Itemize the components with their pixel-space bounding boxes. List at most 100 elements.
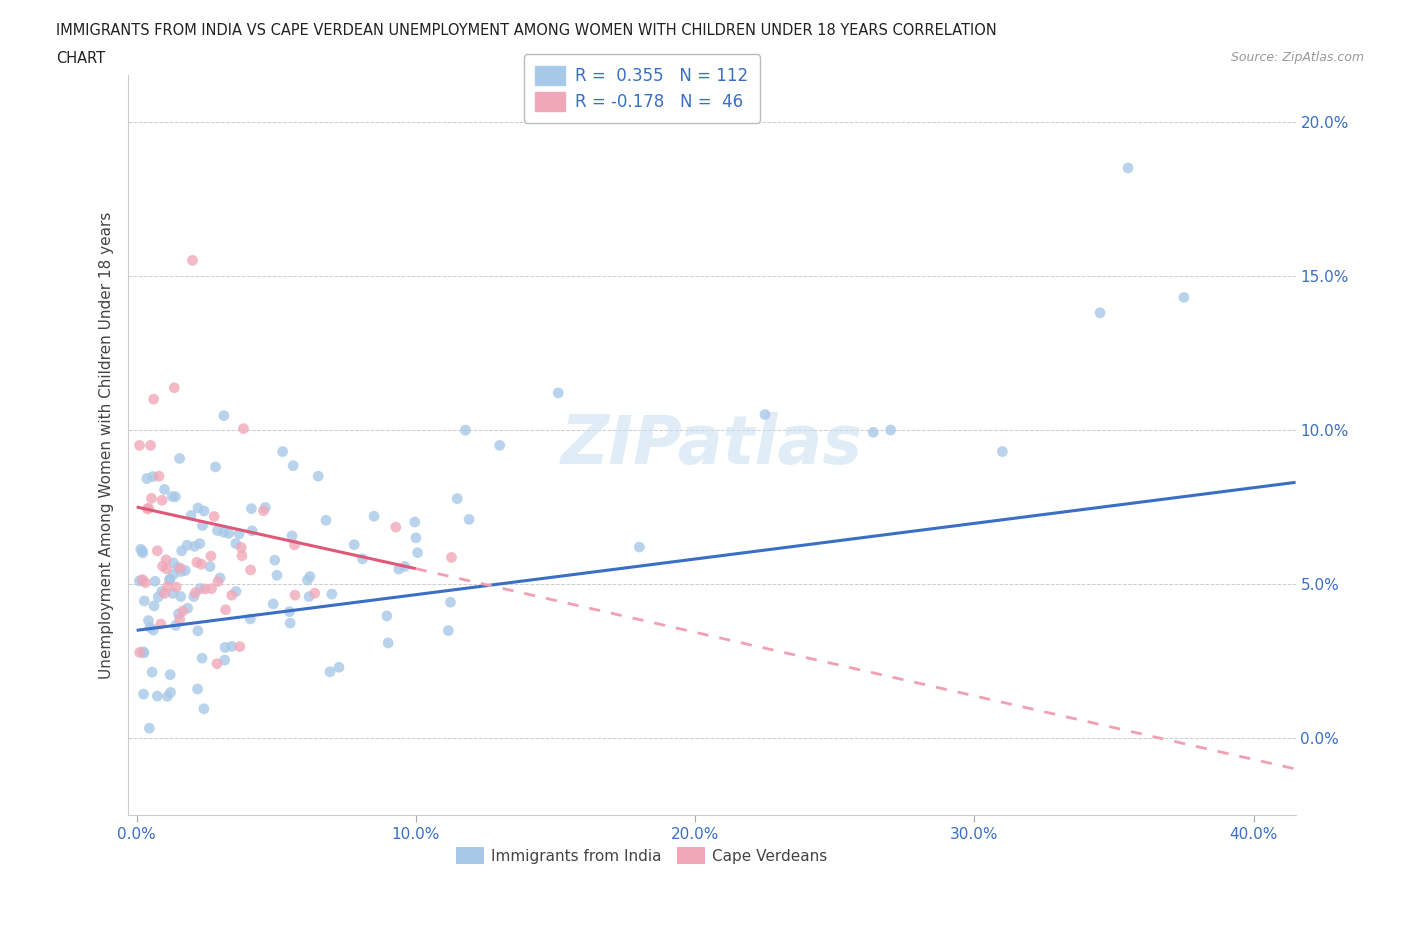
Point — [165, 618, 187, 632]
Point — [628, 539, 651, 554]
Point — [991, 445, 1014, 459]
Point — [162, 586, 184, 601]
Point — [134, 575, 156, 590]
Point — [143, 574, 166, 589]
Point — [131, 573, 153, 588]
Point — [297, 573, 319, 588]
Point — [284, 588, 307, 603]
Point — [132, 545, 155, 560]
Point — [188, 536, 211, 551]
Point — [153, 482, 176, 497]
Point — [394, 559, 416, 574]
Point — [221, 588, 243, 603]
Point — [225, 584, 247, 599]
Point — [278, 604, 301, 619]
Point — [263, 552, 285, 567]
Point — [159, 684, 181, 699]
Point — [252, 503, 274, 518]
Point — [162, 567, 184, 582]
Point — [162, 489, 184, 504]
Point — [1116, 161, 1139, 176]
Point — [170, 565, 193, 579]
Point — [131, 544, 153, 559]
Point — [138, 613, 160, 628]
Point — [146, 688, 169, 703]
Point — [547, 385, 569, 400]
Point — [488, 438, 510, 453]
Point — [454, 423, 477, 438]
Point — [138, 500, 160, 515]
Point — [132, 686, 155, 701]
Point — [169, 451, 191, 466]
Point — [132, 645, 155, 660]
Point — [165, 579, 187, 594]
Point — [169, 612, 191, 627]
Point — [458, 512, 481, 526]
Point — [169, 561, 191, 576]
Point — [187, 682, 209, 697]
Point — [209, 570, 232, 585]
Point — [207, 524, 229, 538]
Point — [184, 585, 207, 600]
Text: Source: ZipAtlas.com: Source: ZipAtlas.com — [1230, 51, 1364, 64]
Point — [283, 458, 305, 473]
Point — [193, 701, 215, 716]
Point — [405, 530, 427, 545]
Point — [128, 574, 150, 589]
Point — [183, 539, 205, 554]
Point — [163, 380, 186, 395]
Point — [177, 601, 200, 616]
Point — [183, 589, 205, 604]
Point — [150, 493, 173, 508]
Point — [139, 620, 162, 635]
Point — [165, 489, 187, 504]
Point — [281, 528, 304, 543]
Point — [176, 538, 198, 552]
Text: CHART: CHART — [56, 51, 105, 66]
Point — [198, 559, 221, 574]
Point — [200, 549, 222, 564]
Point — [231, 540, 253, 555]
Point — [240, 501, 263, 516]
Point — [343, 538, 366, 552]
Point — [254, 500, 277, 515]
Point — [190, 581, 212, 596]
Point — [754, 407, 776, 422]
Point — [328, 659, 350, 674]
Point — [134, 593, 156, 608]
Point — [136, 501, 159, 516]
Point — [879, 422, 901, 437]
Point — [214, 603, 236, 618]
Point — [156, 579, 179, 594]
Point — [167, 606, 190, 621]
Point — [153, 586, 176, 601]
Point — [148, 469, 170, 484]
Point — [146, 543, 169, 558]
Point — [319, 664, 342, 679]
Point — [298, 569, 321, 584]
Point — [204, 459, 226, 474]
Point — [193, 504, 215, 519]
Point — [180, 508, 202, 523]
Point — [283, 538, 305, 552]
Point — [278, 616, 301, 631]
Point — [228, 526, 250, 541]
Point — [141, 491, 163, 506]
Point — [404, 514, 426, 529]
Point — [142, 392, 165, 406]
Point — [406, 545, 429, 560]
Point — [200, 581, 222, 596]
Point — [159, 572, 181, 587]
Point — [138, 721, 160, 736]
Point — [212, 525, 235, 539]
Point — [187, 500, 209, 515]
Point — [167, 560, 190, 575]
Point — [446, 491, 468, 506]
Point — [388, 562, 411, 577]
Point — [139, 438, 162, 453]
Point — [191, 518, 214, 533]
Text: IMMIGRANTS FROM INDIA VS CAPE VERDEAN UNEMPLOYMENT AMONG WOMEN WITH CHILDREN UND: IMMIGRANTS FROM INDIA VS CAPE VERDEAN UN… — [56, 23, 997, 38]
Point — [221, 639, 243, 654]
Point — [262, 596, 284, 611]
Point — [266, 568, 288, 583]
